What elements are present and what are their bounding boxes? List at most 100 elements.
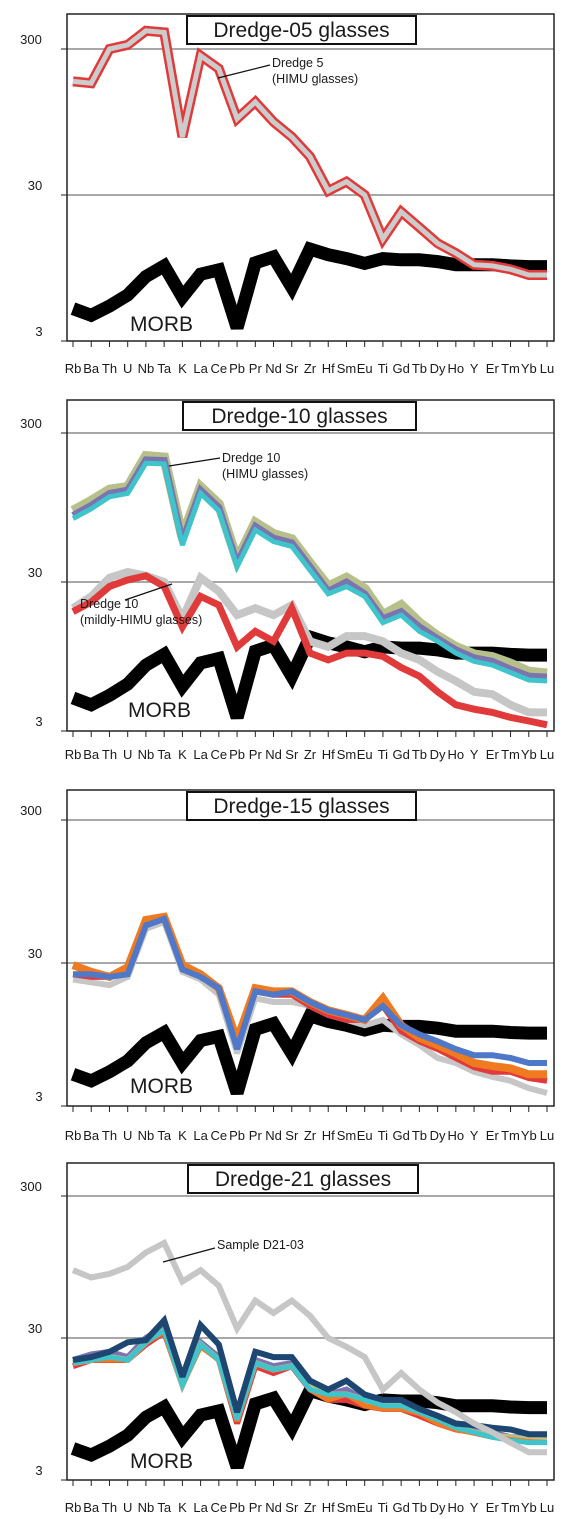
morb-label: MORB (130, 1075, 193, 1098)
x-tick-label: Rb (65, 747, 82, 762)
x-tick-label: Tb (412, 1128, 427, 1143)
x-tick-label: Tm (501, 1500, 520, 1515)
x-tick-label: Ta (157, 747, 172, 762)
x-tick-label: Ta (157, 361, 172, 376)
y-tick-label: 300 (20, 803, 42, 818)
chart-panel-4: 3 30 300 Rb Ba Th U Nb Ta K La Ce Pb Pr Nd Sr Zr Hf Sm Eu Ti… (20, 1162, 555, 1515)
title-box (186, 791, 417, 821)
x-tick-label: Y (470, 1500, 479, 1515)
x-tick-label: Lu (540, 1128, 554, 1143)
x-tick-label: K (178, 1128, 187, 1143)
x-tick-label: Er (486, 361, 500, 376)
y-tick-label: 30 (28, 946, 42, 961)
x-tick-label: Pb (229, 1128, 245, 1143)
y-tick-label: 30 (28, 1321, 42, 1336)
chart-panel-1: 3 30 300 Rb Ba Th U Nb Ta K La Ce Pb Pr Nd Sr Zr Hf Sm Eu Ti… (20, 13, 555, 376)
x-tick-label: Y (470, 361, 479, 376)
chart-panel-3: 3 30 300 Rb Ba Th U Nb Ta K La Ce Pb Pr Nd Sr Zr Hf Sm Eu Ti… (20, 789, 555, 1143)
x-tick-label: Zr (304, 747, 317, 762)
x-tick-label: Zr (304, 1500, 317, 1515)
x-tick-label: Sm (337, 1128, 357, 1143)
y-tick-label: 3 (35, 324, 42, 339)
sample-5-line (71, 460, 548, 684)
x-tick-label: La (193, 747, 208, 762)
y-tick-label: 30 (28, 178, 42, 193)
x-tick-label: Nd (265, 747, 282, 762)
x-tick-label: Nd (265, 361, 282, 376)
x-tick-label: Ce (210, 747, 227, 762)
x-tick-label: Eu (357, 1128, 373, 1143)
annotation-label: Sample D21-03 (217, 1238, 304, 1252)
x-tick-label: Tm (501, 747, 520, 762)
x-tick-label: Ti (378, 1500, 388, 1515)
x-tick-label: Ho (447, 361, 464, 376)
x-tick-label: Ho (447, 747, 464, 762)
y-tick-label: 300 (20, 416, 42, 431)
chart-title: Dredge-10 glasses (211, 405, 387, 428)
x-tick-label: Nb (138, 1128, 155, 1143)
annotation-label: Dredge 10 (80, 597, 138, 611)
x-tick-label: Th (102, 747, 117, 762)
x-tick-label: Dy (430, 361, 446, 376)
x-tick-label: Hf (322, 1128, 335, 1143)
annotation-leader (162, 1247, 216, 1263)
morb-label: MORB (130, 1450, 193, 1473)
chart-title: Dredge-05 glasses (213, 19, 389, 42)
x-tick-label: Pr (249, 1500, 263, 1515)
x-tick-label: K (178, 747, 187, 762)
annotation-leader (124, 583, 173, 601)
x-tick-label: Y (470, 747, 479, 762)
x-tick-label: Tb (412, 747, 427, 762)
chart-panel-2: 3 30 300 Rb Ba Th U Nb Ta K La Ce Pb Pr Nd Sr Zr Hf Sm Eu Ti… (20, 399, 555, 762)
x-tick-label: K (178, 361, 187, 376)
x-tick-label: Th (102, 1500, 117, 1515)
x-tick-label: Pb (229, 747, 245, 762)
x-tick-label: Rb (65, 1128, 82, 1143)
x-tick-label: Rb (65, 1500, 82, 1515)
x-tick-label: Sm (337, 1500, 357, 1515)
x-tick-label: La (193, 361, 208, 376)
x-tick-label: Pb (229, 361, 245, 376)
chart-title: Dredge-21 glasses (215, 1168, 391, 1191)
annotation-leader (168, 457, 221, 467)
x-tick-label: Th (102, 1128, 117, 1143)
y-tick-label: 3 (35, 1089, 42, 1104)
x-tick-label: Nd (265, 1500, 282, 1515)
sample-2-line (71, 572, 548, 729)
x-tick-label: Gd (393, 1500, 410, 1515)
x-tick-label: Eu (357, 361, 373, 376)
title-box (182, 401, 417, 431)
annotation-label: (HIMU glasses) (272, 72, 358, 86)
x-tick-label: Y (470, 1128, 479, 1143)
morb-line (70, 1008, 547, 1095)
y-tick-label: 30 (28, 565, 42, 580)
x-tick-label: Hf (322, 1500, 335, 1515)
x-tick-label: Er (486, 1500, 500, 1515)
x-tick-label: Tm (501, 361, 520, 376)
x-tick-label: Ce (210, 361, 227, 376)
x-tick-label: Th (102, 361, 117, 376)
chart-title: Dredge-15 glasses (213, 795, 389, 818)
x-tick-label: Nb (138, 747, 155, 762)
x-tick-label: Yb (521, 1500, 537, 1515)
x-tick-label: U (123, 1500, 132, 1515)
x-tick-label: Sr (285, 1128, 299, 1143)
annotation-label: Dredge 10 (222, 451, 280, 465)
x-tick-label: Ho (447, 1128, 464, 1143)
x-tick-label: Ta (157, 1500, 172, 1515)
x-tick-label: Ho (447, 1500, 464, 1515)
x-tick-label: U (123, 361, 132, 376)
x-tick-label: Ta (157, 1128, 172, 1143)
title-box (187, 1164, 419, 1194)
x-tick-label: La (193, 1128, 208, 1143)
x-tick-label: Ba (83, 1128, 100, 1143)
x-tick-label: Lu (540, 361, 554, 376)
x-tick-label: Ba (83, 361, 100, 376)
annotation-label: (HIMU glasses) (222, 467, 308, 481)
sample-4-line (73, 915, 547, 1066)
x-tick-label: Eu (357, 1500, 373, 1515)
x-tick-label: Yb (521, 1128, 537, 1143)
x-tick-label: Tb (412, 1500, 427, 1515)
x-tick-label: Ba (83, 747, 100, 762)
x-tick-label: Pr (249, 1128, 263, 1143)
